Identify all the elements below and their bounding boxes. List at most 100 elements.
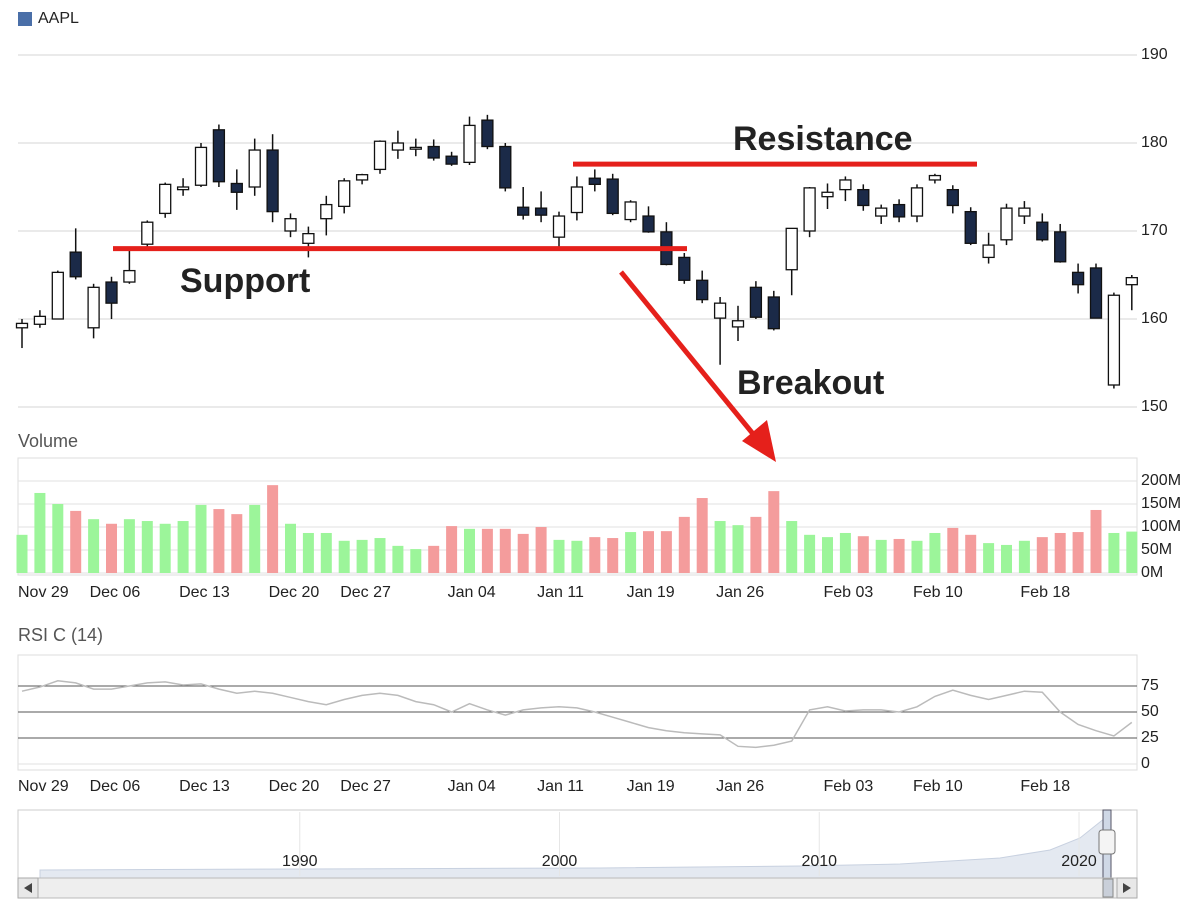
volume-bar (911, 540, 923, 573)
volume-bar (141, 521, 153, 573)
candle-body (1071, 271, 1085, 286)
candle-body (51, 271, 64, 320)
candle-body (499, 145, 512, 189)
volume-bar (678, 516, 690, 573)
candle-body (463, 124, 476, 164)
scroll-thumb[interactable] (1102, 878, 1114, 898)
volume-bar (213, 509, 225, 573)
panel-title: Volume (18, 431, 78, 451)
volume-bar (804, 534, 816, 573)
candle-body (123, 269, 136, 283)
volume-bar (983, 543, 995, 573)
y-tick-label: 180 (1141, 134, 1168, 151)
panel-frame (17, 457, 1138, 576)
volume-bar (929, 532, 941, 573)
y-tick-label: 170 (1141, 222, 1168, 239)
x-tick-label: Feb 18 (1020, 778, 1070, 795)
x-tick-label: 2010 (801, 853, 837, 870)
volume-bar (1018, 540, 1030, 573)
volume-bar (571, 540, 583, 573)
candle-body (355, 174, 369, 181)
candle-body (1018, 207, 1031, 217)
candle-body (749, 286, 763, 318)
candle-body (373, 140, 387, 171)
candle-body (194, 146, 208, 186)
x-tick-label: 1990 (282, 853, 318, 870)
annotation: Breakout (737, 364, 884, 402)
volume-bar (1108, 532, 1120, 573)
candle-body (928, 174, 942, 181)
candle-body (1054, 231, 1067, 263)
x-tick-label: Dec 20 (269, 778, 320, 795)
volume-bar (410, 549, 422, 573)
volume-bar (822, 537, 833, 573)
volume-bar (446, 526, 458, 573)
candle-body (606, 178, 619, 215)
y-tick-label: 160 (1141, 310, 1168, 327)
volume-bar (195, 504, 207, 573)
candle-body (1107, 294, 1121, 386)
x-tick-label: Feb 03 (824, 778, 874, 795)
volume-bar (374, 538, 386, 573)
volume-bar (249, 504, 261, 573)
y-tick-label: 200M (1141, 472, 1181, 489)
candle-body (552, 215, 566, 238)
y-tick-label: 150M (1141, 495, 1181, 512)
candle-body (678, 256, 691, 281)
volume-bar (285, 523, 296, 573)
volume-bar (839, 532, 851, 573)
candle-body (875, 207, 888, 217)
volume-bar (1054, 532, 1066, 573)
x-tick-label: Dec 27 (340, 584, 391, 601)
volume-bar (786, 521, 798, 573)
volume-bar (643, 531, 654, 573)
candle-body (534, 207, 548, 216)
candle-body (176, 186, 190, 191)
candle-body (731, 320, 745, 328)
x-tick-label: Jan 11 (537, 778, 584, 795)
volume-bar (123, 519, 135, 573)
volume-bar (857, 536, 869, 573)
x-tick-label: Dec 06 (90, 778, 141, 795)
x-tick-label: Dec 06 (90, 584, 141, 601)
candle-body (570, 186, 584, 214)
candle-body (87, 286, 100, 329)
candle-body (141, 221, 154, 245)
y-tick-label: 0 (1141, 755, 1150, 772)
volume-bar (714, 521, 726, 573)
navigator-grip[interactable] (1098, 829, 1116, 855)
volume-bar (965, 534, 977, 573)
candle-body (821, 191, 834, 198)
scrollbar[interactable] (17, 877, 1138, 899)
y-tick-label: 50 (1141, 703, 1159, 720)
x-tick-label: Jan 19 (627, 584, 675, 601)
volume-bar (428, 545, 440, 573)
rsi-line (21, 680, 1133, 749)
candle-body (105, 281, 118, 304)
candle-body (964, 210, 977, 244)
candle-body (946, 188, 959, 207)
x-tick-label: Feb 03 (824, 584, 874, 601)
legend-swatch (18, 12, 32, 26)
volume-bar (768, 491, 780, 573)
arrow-icon (1123, 883, 1131, 893)
x-tick-label: Jan 04 (448, 584, 496, 601)
candle-body (517, 206, 530, 216)
volume-bar (70, 510, 82, 573)
candle-body (33, 315, 47, 325)
volume-bar (88, 519, 100, 573)
volume-bar (1001, 544, 1012, 573)
x-tick-label: Nov 29 (18, 584, 69, 601)
volume-bar (499, 528, 511, 573)
candle-body (767, 296, 780, 330)
candle-body (391, 142, 405, 151)
candle-body (892, 203, 906, 218)
volume-bar (947, 527, 959, 573)
volume-bar (607, 538, 619, 573)
volume-bar (481, 528, 493, 573)
candle-body (642, 215, 655, 233)
candle-body (1089, 267, 1103, 319)
candle-body (857, 188, 870, 207)
candle-body (785, 227, 798, 271)
breakout-arrow (619, 270, 760, 442)
